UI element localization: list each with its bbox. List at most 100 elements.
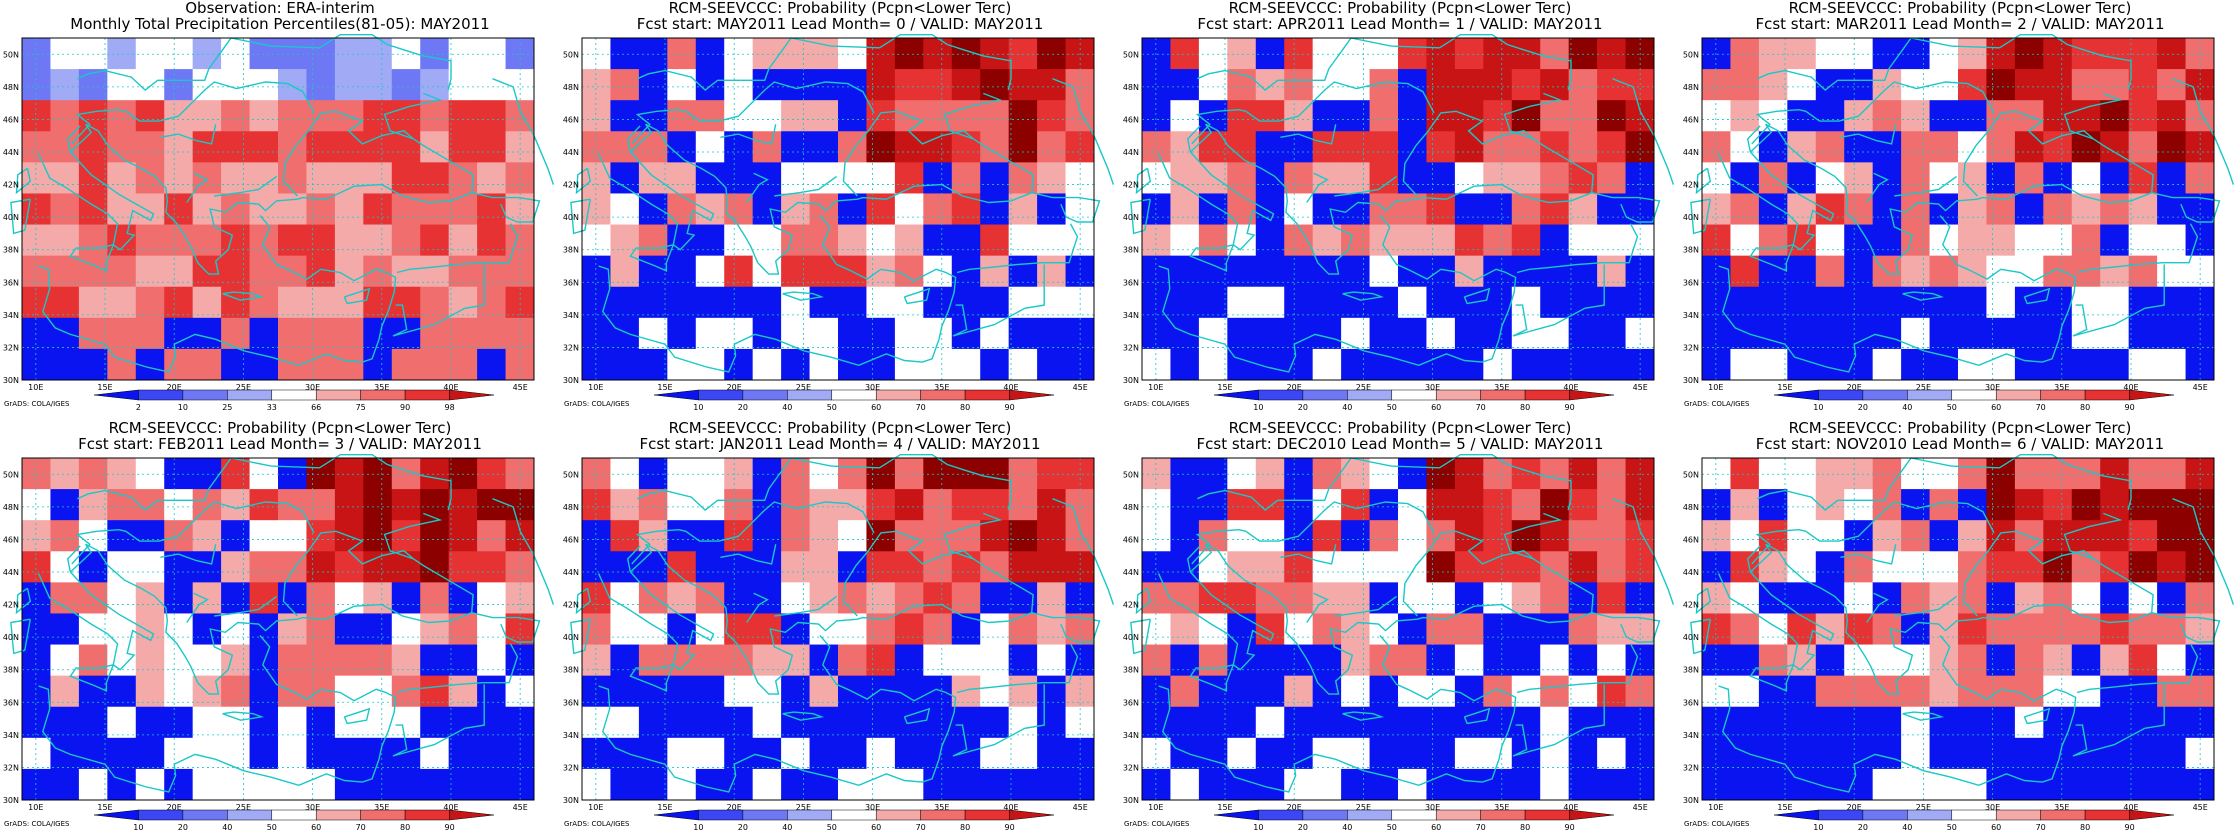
- grid-cell: [1540, 317, 1570, 350]
- grid-cell: [1312, 162, 1342, 194]
- grid-cell: [363, 458, 393, 490]
- grid-cell: [2014, 69, 2044, 101]
- grid-cell: [477, 737, 507, 770]
- coastline: [160, 124, 217, 145]
- colorbar-label: 20: [178, 823, 188, 832]
- credit-text: GrADS: COLA/IGES: [1684, 820, 1750, 828]
- colorbar-label: 20: [738, 823, 748, 832]
- grid-cell: [1597, 458, 1627, 490]
- grid-cell: [448, 644, 478, 677]
- grid-cell: [221, 551, 251, 583]
- lon-label: 35E: [374, 383, 389, 392]
- grid-cell: [2043, 644, 2073, 677]
- grid-cell: [1037, 255, 1067, 288]
- coastline: [956, 643, 1079, 694]
- coastline: [10, 198, 31, 235]
- grid-cell: [164, 69, 194, 101]
- grid-cell: [1872, 706, 1902, 739]
- coastline: [38, 635, 397, 793]
- grid-cell: [724, 224, 754, 257]
- lat-label: 32N: [3, 343, 19, 352]
- grid-cell: [1227, 675, 1257, 708]
- coastline: [214, 175, 278, 197]
- grid-cell: [1227, 489, 1257, 521]
- grid-cell: [752, 224, 782, 257]
- colorbar-label: 66: [311, 403, 321, 412]
- grid-cell: [306, 582, 336, 614]
- grid-cell: [1901, 675, 1931, 708]
- grid-cell: [1198, 551, 1228, 583]
- grid-cell: [1341, 458, 1371, 490]
- panel-title: RCM-SEEVCCC: Probability (Pcpn<Lower Ter…: [1228, 419, 1572, 437]
- grid-cell: [391, 582, 421, 614]
- coastline: [626, 125, 641, 153]
- grid-cell: [1702, 675, 1731, 708]
- grid-cell: [1929, 348, 1959, 381]
- grid-cell: [1568, 69, 1598, 101]
- colorbar-label: 50: [827, 403, 837, 412]
- coastline: [69, 530, 474, 695]
- lat-label: 46N: [1123, 115, 1139, 124]
- grid-cell: [1341, 737, 1371, 770]
- grid-cell: [1312, 520, 1342, 552]
- grid-cell: [2043, 69, 2073, 101]
- grid-cell: [838, 193, 867, 226]
- grid-cell: [1815, 100, 1845, 132]
- grid-cell: [582, 675, 611, 708]
- grid-cell: [1758, 706, 1788, 739]
- grid-cell: [582, 520, 611, 552]
- grid-cell: [1284, 162, 1314, 194]
- grid-cell: [1901, 582, 1931, 614]
- grid-cell: [2100, 644, 2130, 677]
- colorbar-swatch: [875, 389, 921, 401]
- grid-cell: [22, 317, 51, 350]
- coastline: [1512, 264, 1605, 337]
- grid-cell: [2043, 489, 2073, 521]
- grid-cell: [278, 489, 307, 521]
- grid-cell: [1929, 286, 1959, 319]
- lon-label: 10E: [588, 383, 603, 392]
- grid-cell: [1787, 255, 1817, 288]
- grid-cell: [866, 38, 896, 70]
- grid-cell: [2043, 38, 2073, 70]
- grid-cell: [752, 100, 782, 132]
- grid-cell: [1597, 551, 1627, 583]
- coastline: [570, 618, 591, 655]
- grid-cell: [610, 286, 640, 319]
- grid-cell: [1454, 458, 1484, 490]
- grid-cell: [2128, 706, 2158, 739]
- grid-cell: [1511, 348, 1541, 381]
- colorbar-label: 40: [1902, 403, 1912, 412]
- grid-cell: [1844, 348, 1874, 381]
- grid-cell: [1511, 162, 1541, 194]
- grid-cell: [2043, 131, 2073, 163]
- grid-cell: [1142, 162, 1171, 194]
- grid-cell: [1284, 644, 1314, 677]
- grid-cell: [22, 520, 51, 552]
- coastline: [1186, 545, 1201, 573]
- grid-cell: [1008, 224, 1038, 257]
- colorbar-swatch: [2040, 809, 2086, 821]
- grid-cell: [477, 520, 507, 552]
- credit-text: GrADS: COLA/IGES: [564, 820, 630, 828]
- lat-label: 36N: [3, 278, 19, 287]
- lat-label: 38N: [1123, 666, 1139, 675]
- grid-cell: [1844, 131, 1874, 163]
- grid-cell: [1065, 520, 1095, 552]
- grid-cell: [78, 131, 108, 163]
- colorbar-label: 40: [782, 823, 792, 832]
- map-panel: Observation: ERA-interim Monthly Total Pr…: [0, 0, 560, 420]
- grid-cell: [752, 551, 782, 583]
- grid-cell: [50, 768, 80, 801]
- grid-cell: [306, 768, 336, 801]
- grid-cell: [1170, 317, 1200, 350]
- coastline: [1718, 635, 2077, 793]
- lat-label: 38N: [1683, 666, 1699, 675]
- grid-cell: [477, 162, 507, 194]
- grid-cell: [1454, 255, 1484, 288]
- grid-cell: [724, 286, 754, 319]
- grid-cell: [1426, 317, 1456, 350]
- coastline: [71, 501, 315, 565]
